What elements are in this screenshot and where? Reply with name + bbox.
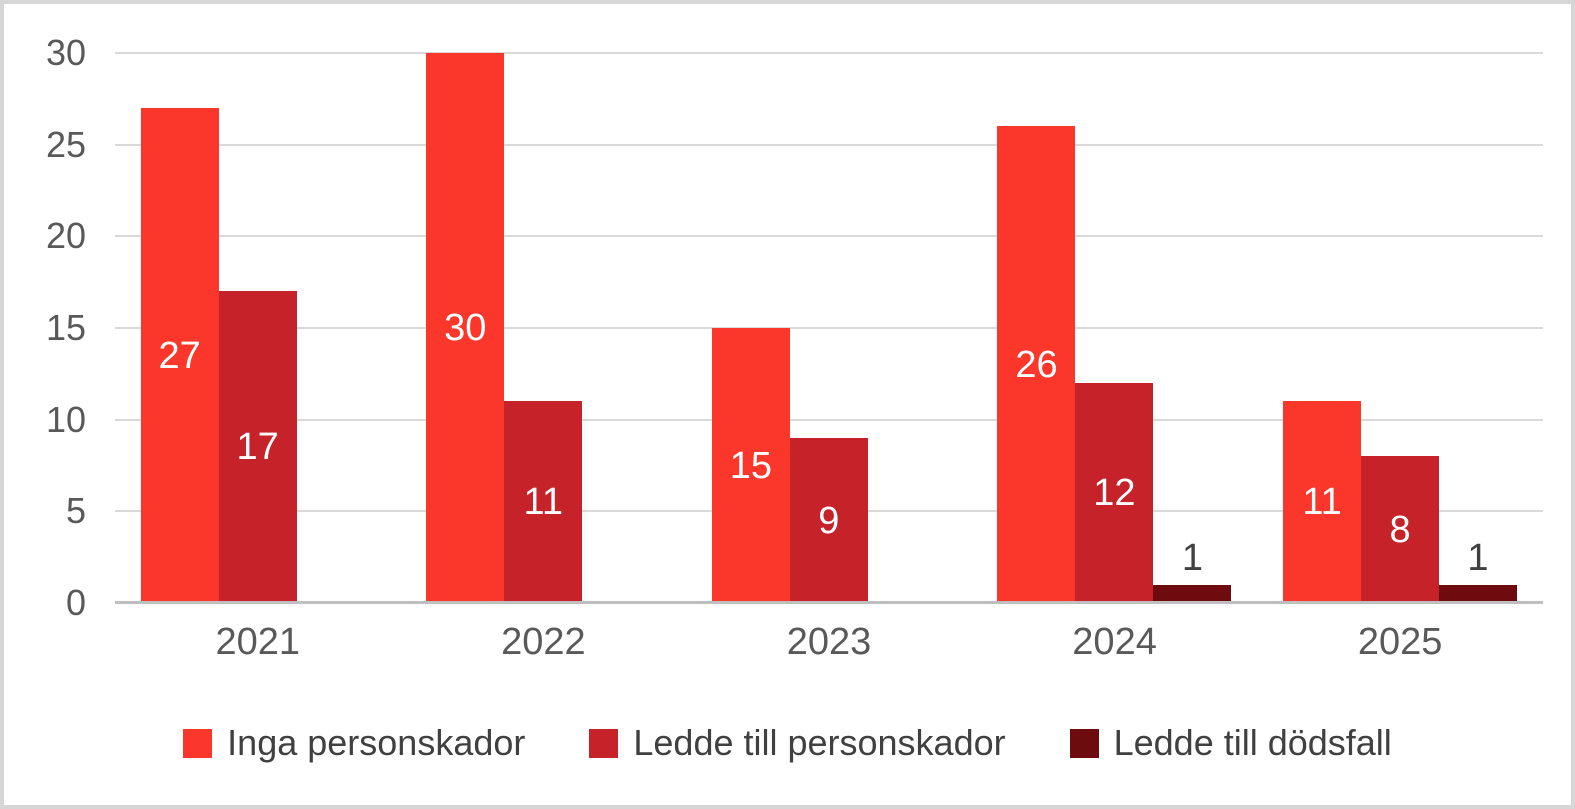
y-tick-label: 0: [65, 582, 86, 623]
y-tick-label: 5: [65, 490, 86, 532]
bar-value-label: 11: [1302, 481, 1342, 524]
legend-label: Ledde till personskador: [633, 722, 1006, 763]
bar-series1-2024: 26: [997, 126, 1076, 603]
bar-value-label: 15: [729, 444, 772, 487]
bar-series3-2025: [1439, 584, 1517, 603]
y-tick-label: 10: [45, 398, 86, 440]
legend: Inga personskador Ledde till personskador…: [4, 712, 1571, 774]
bar-value-label: 9: [818, 499, 840, 542]
bar-series1-2021: 27: [140, 108, 219, 603]
bar-series1-2023: 15: [711, 328, 790, 603]
bar-group-2025: 11 8 1: [1257, 53, 1543, 603]
bar-series1-2025: 11: [1283, 401, 1362, 603]
x-tick-label-2023: 2023: [786, 621, 872, 663]
gridline: [115, 327, 1543, 329]
x-tick-label-2024: 2024: [1072, 621, 1157, 663]
gridline: [115, 235, 1543, 238]
legend-item-series2: Ledde till personskador: [589, 722, 1006, 764]
bar-value-label: 26: [1015, 343, 1058, 386]
bar-series2-2023: 9: [789, 438, 868, 603]
gridline: [115, 418, 1543, 421]
bar-value-label: 8: [1389, 508, 1411, 551]
x-tick-label-2025: 2025: [1357, 621, 1443, 663]
legend-swatch-icon: [183, 728, 213, 758]
gridline: [115, 143, 1543, 146]
bar-series3-2024: [1153, 584, 1232, 603]
bar-group-2022: 30 11: [401, 53, 687, 603]
bar-value-label: 1: [1467, 536, 1489, 579]
legend-label: Ledde till dödsfall: [1113, 722, 1392, 763]
bar-series2-2024: 12: [1075, 383, 1154, 603]
bar-series2-2025: 8: [1361, 456, 1439, 603]
bar-value-label: 17: [236, 426, 279, 469]
gridline: [115, 52, 1543, 54]
legend-swatch-icon: [589, 728, 619, 758]
legend-item-series1: Inga personskador: [183, 722, 525, 764]
bar-group-2024: 26 12 1: [972, 53, 1258, 603]
bar-value-label: 27: [158, 334, 201, 377]
plot-area: 27 17 30 11 15 9 26 12 1 11 8 1: [115, 52, 1543, 604]
bar-series2-2021: 17: [218, 291, 297, 603]
bar-value-label: 12: [1093, 472, 1136, 514]
bar-value-label: 1: [1181, 536, 1203, 579]
bar-series1-2022: 30: [426, 53, 505, 603]
bar-value-label: 11: [523, 481, 563, 524]
y-tick-label: 25: [45, 123, 86, 165]
x-tick-label-2022: 2022: [501, 621, 586, 663]
legend-swatch-icon: [1069, 728, 1099, 758]
x-tick-label-2021: 2021: [215, 621, 301, 663]
x-axis-line: [115, 601, 1543, 604]
bar-group-2021: 27 17: [115, 53, 401, 603]
y-axis-labels: 0 5 10 15 20 25 30: [4, 35, 100, 621]
y-tick-label: 20: [45, 215, 86, 257]
bar-value-label: 30: [444, 307, 487, 349]
legend-label: Inga personskador: [227, 722, 526, 763]
y-tick-label: 15: [45, 307, 86, 348]
bar-group-2023: 15 9: [686, 53, 972, 603]
bars-layer: 27 17 30 11 15 9 26 12 1 11 8 1: [115, 53, 1543, 603]
y-tick-label: 30: [45, 32, 86, 73]
bar-series2-2022: 11: [504, 401, 583, 603]
x-axis-labels: 2021 2022 2023 2024 2025: [115, 621, 1543, 664]
legend-item-series3: Ledde till dödsfall: [1069, 722, 1392, 764]
